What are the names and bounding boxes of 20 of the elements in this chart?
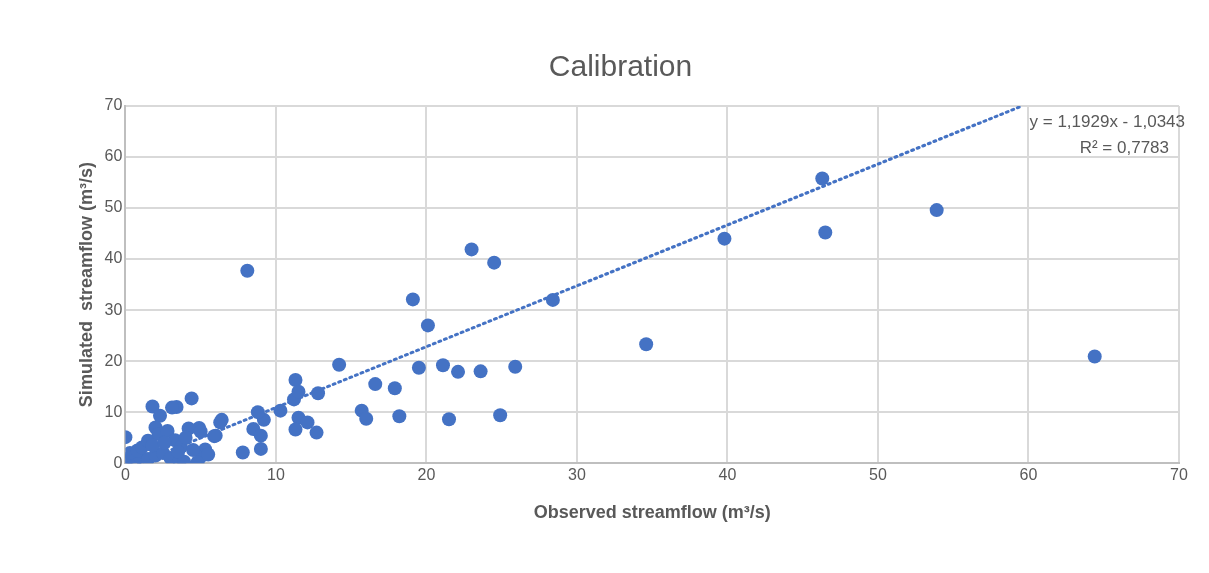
x-tick-label: 20: [417, 466, 436, 484]
y-axis-title: Simulated streamflow (m³/s): [75, 162, 96, 408]
x-tick-label: 60: [1019, 466, 1038, 484]
y-tick-label: 40: [104, 249, 123, 267]
y-tick-label: 70: [104, 96, 123, 114]
annotation: R² = 0,7783: [1079, 137, 1169, 157]
y-tick-label: 50: [104, 198, 123, 216]
x-axis-title: Observed streamflow (m³/s): [533, 502, 771, 523]
y-tick-label: 60: [104, 147, 123, 165]
x-tick-label: 40: [718, 466, 737, 484]
y-tick-label: 10: [104, 402, 123, 420]
y-tick-label: 20: [104, 351, 123, 369]
x-tick-label: 50: [869, 466, 887, 484]
y-tick-label: 30: [104, 300, 123, 318]
annotation: y = 1,1929x - 1,0343: [1029, 111, 1185, 131]
x-tick-label: 70: [1170, 466, 1188, 484]
x-tick-label: 30: [568, 466, 586, 484]
chart-title: Calibration: [548, 49, 693, 83]
x-tick-label: 10: [267, 466, 285, 484]
y-tick-label: 0: [113, 453, 123, 471]
